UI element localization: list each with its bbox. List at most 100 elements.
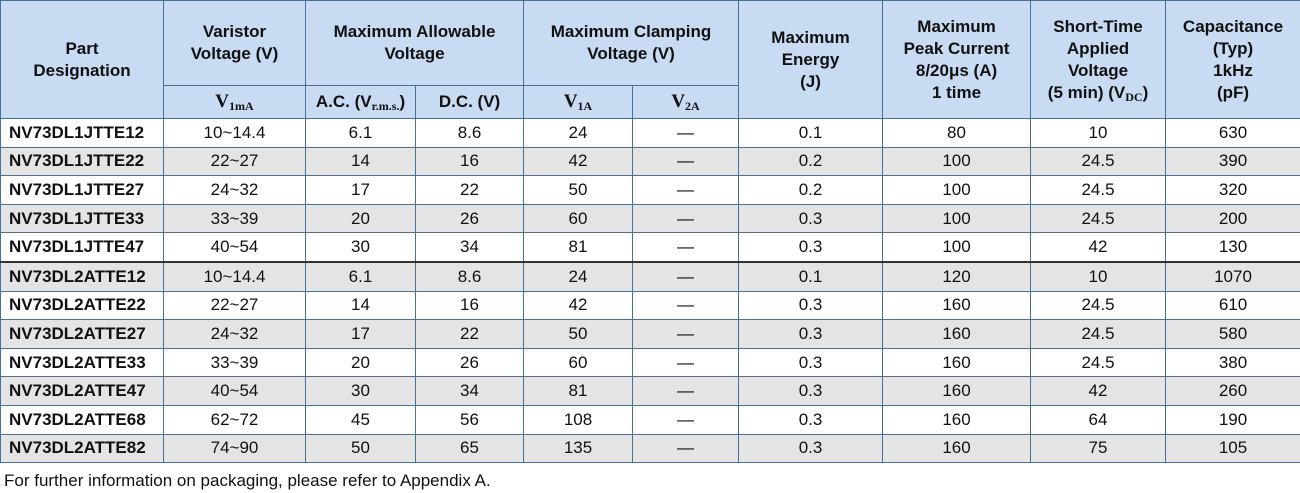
text: (pF)	[1216, 82, 1250, 102]
value-cell: 64	[1030, 404, 1167, 435]
data-row: NV73DL2ATTE33 33~39 20 26 60—0.3 160 24.5 380	[0, 347, 1300, 378]
value-cell: 30	[305, 232, 416, 263]
header-line: Capacitance	[1166, 16, 1300, 38]
value-cell: 100	[882, 175, 1032, 205]
value-cell: 160	[882, 290, 1032, 321]
value-cell: 0.3	[738, 347, 884, 378]
value-cell: 1070	[1165, 261, 1300, 292]
text: 1 time	[931, 82, 982, 102]
subheader-cell: V2A	[632, 85, 740, 119]
value-cell: 390	[1165, 146, 1300, 177]
header-line: Part	[1, 38, 163, 60]
header-line: (J)	[739, 71, 882, 93]
value-cell: 42	[1030, 232, 1167, 263]
subheader-cell: A.C. (Vr.m.s.)	[305, 85, 416, 119]
value-cell: 50	[523, 175, 634, 205]
data-row: NV73DL1JTTE12 10~14.4 6.1 8.6 24—0.1 80 10 630	[0, 118, 1300, 148]
part-cell: NV73DL2ATTE27	[0, 319, 164, 349]
text: D.C. (V)	[438, 92, 501, 111]
value-cell: 22~27	[163, 290, 306, 321]
header-cell: Part Designation	[0, 0, 164, 119]
header-line: 8/20μs (A)	[883, 60, 1030, 82]
value-cell: 380	[1165, 347, 1300, 378]
data-row: NV73DL1JTTE33 33~39 20 26 60—0.3 100 24.5 200	[0, 203, 1300, 234]
value-cell: —	[632, 146, 740, 177]
value-cell: 120	[882, 261, 1032, 292]
part-cell: NV73DL2ATTE12	[0, 261, 164, 292]
value-cell: 100	[882, 232, 1032, 263]
value-cell: 10~14.4	[163, 118, 306, 148]
text: Short-Time	[1053, 16, 1143, 36]
value-cell: —	[632, 175, 740, 205]
value-cell: 34	[414, 376, 525, 406]
header-line: (pF)	[1166, 82, 1300, 104]
text: (Typ)	[1212, 38, 1254, 58]
value-cell: 0.3	[738, 203, 884, 234]
text: A.C. (V	[315, 92, 372, 111]
part-cell: NV73DL2ATTE47	[0, 376, 164, 406]
value-cell: 40~54	[163, 232, 306, 263]
header-line: Maximum Allowable	[306, 21, 523, 43]
value-cell: 580	[1165, 319, 1300, 349]
data-row: NV73DL2ATTE47 40~54 30 34 81—0.3 160 42 260	[0, 376, 1300, 406]
value-cell: —	[632, 290, 740, 321]
data-row: NV73DL2ATTE22 22~27 14 16 42—0.3 160 24.5 610	[0, 290, 1300, 321]
value-cell: 100	[882, 146, 1032, 177]
header-line: 1kHz	[1166, 60, 1300, 82]
header-line: Maximum	[883, 16, 1030, 38]
text: Voltage	[384, 44, 445, 63]
value-cell: 24.5	[1030, 146, 1167, 177]
header-line: Voltage (V)	[524, 43, 738, 65]
part-cell: NV73DL2ATTE22	[0, 290, 164, 321]
value-cell: 62~72	[163, 404, 306, 435]
value-cell: 0.3	[738, 404, 884, 435]
value-cell: 42	[1030, 376, 1167, 406]
value-cell: 100	[882, 203, 1032, 234]
text: Maximum Allowable	[333, 22, 496, 41]
part-cell: NV73DL1JTTE27	[0, 175, 164, 205]
value-cell: 26	[414, 203, 525, 234]
value-cell: 24	[523, 118, 634, 148]
value-cell: 24.5	[1030, 319, 1167, 349]
part-cell: NV73DL2ATTE33	[0, 347, 164, 378]
value-cell: 22	[414, 319, 525, 349]
value-cell: —	[632, 118, 740, 148]
value-cell: 50	[523, 319, 634, 349]
value-cell: 56	[414, 404, 525, 435]
value-cell: 60	[523, 203, 634, 234]
value-cell: 34	[414, 232, 525, 263]
subscript: DC	[1125, 89, 1143, 104]
value-cell: 260	[1165, 376, 1300, 406]
value-cell: 16	[414, 146, 525, 177]
value-cell: 42	[523, 146, 634, 177]
header-line: Short-Time	[1031, 16, 1165, 38]
value-cell: 10	[1030, 261, 1167, 292]
subscript: 2A	[685, 99, 700, 113]
value-cell: 6.1	[305, 261, 416, 292]
text: Applied	[1066, 38, 1130, 58]
header-line: (5 min) (VDC)	[1031, 82, 1165, 104]
value-cell: 630	[1165, 118, 1300, 148]
header-line: Energy	[739, 49, 882, 71]
text: Maximum	[917, 16, 996, 36]
value-cell: 81	[523, 376, 634, 406]
text: Voltage	[1067, 60, 1129, 80]
value-cell: 10~14.4	[163, 261, 306, 292]
subheader-row: V1mA A.C. (Vr.m.s.) D.C. (V) V1A V2A	[1, 85, 1300, 119]
value-cell: 33~39	[163, 203, 306, 234]
header-row: Part Designation Varistor Voltage (V) Maximu…	[0, 0, 1300, 119]
footnote: For further information on packaging, pl…	[4, 471, 491, 490]
value-cell: 0.3	[738, 376, 884, 406]
value-cell: 17	[305, 319, 416, 349]
value-cell: 6.1	[305, 118, 416, 148]
value-cell: 17	[305, 175, 416, 205]
header-cell: Maximum Allowable Voltage	[304, 0, 525, 86]
part-cell: NV73DL1JTTE33	[0, 203, 164, 234]
value-cell: 81	[523, 232, 634, 263]
header-line: 1 time	[883, 82, 1030, 104]
value-cell: 24.5	[1030, 290, 1167, 321]
header-line: Voltage (V)	[164, 43, 305, 65]
value-cell: —	[632, 319, 740, 349]
text: Voltage (V)	[587, 44, 675, 63]
text: Voltage (V)	[190, 44, 279, 63]
